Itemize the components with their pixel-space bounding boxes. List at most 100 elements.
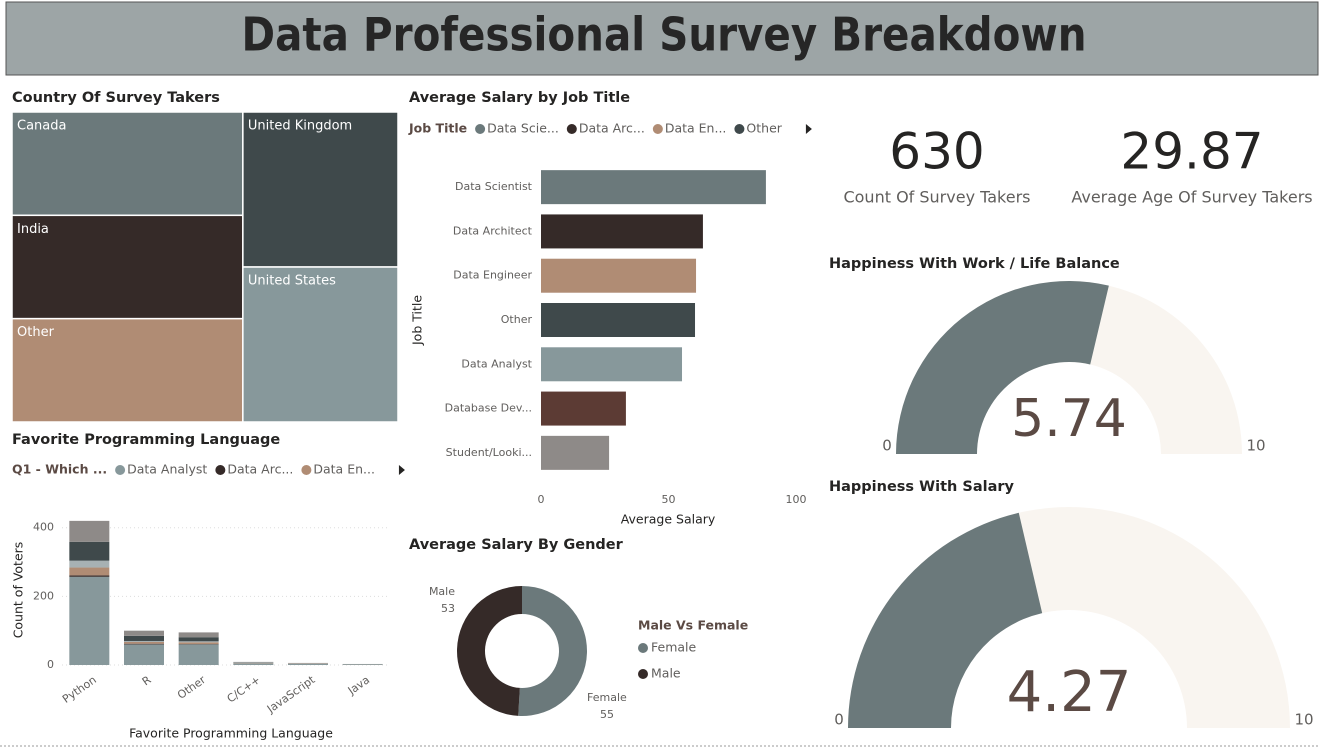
legend-marker [734,124,745,134]
x-axis-title: Average Salary [621,512,716,527]
y-tick-label: Other [501,313,533,326]
chart-title: Favorite Programming Language [12,432,280,448]
kpi-value: 630 [889,123,984,181]
legend-label: Data Scie... [487,121,559,136]
chart-title: Happiness With Salary [829,479,1015,495]
chart-title: Happiness With Work / Life Balance [829,256,1120,272]
y-axis-title: Job Title [410,295,425,346]
y-tick-label: 0 [47,658,54,671]
treemap-tile [242,111,399,268]
x-tick-label: R [140,673,154,688]
slice-category: Female [587,691,627,704]
gauge-value [848,512,1043,728]
legend-label: Other [746,121,782,136]
legend-marker [475,124,486,134]
chart-title: Average Salary By Gender [409,537,624,553]
legend-marker [566,124,577,134]
bar [541,170,766,205]
x-tick-label: 100 [786,493,807,506]
bar-segment [178,632,219,638]
slice-value: 53 [441,602,455,615]
bar-segment [124,640,164,643]
bar-segment [124,630,164,636]
kpi-label: Count Of Survey Takers [843,188,1030,207]
bar [541,303,696,337]
bar [541,435,610,470]
bar [541,214,703,249]
bar-segment [178,642,219,645]
legend-label: Data Arc... [227,462,293,477]
donut-slice [518,586,587,716]
y-tick-label: Data Engineer [453,269,532,282]
bar [541,258,697,293]
legend-title: Male Vs Female [638,618,748,633]
legend-title: Q1 - Which ... [12,462,107,477]
legend-scroll[interactable] [398,465,405,475]
gauge-min: 0 [882,437,892,455]
tile-label: United States [248,274,336,289]
x-tick-label: JavaScript [264,673,318,716]
bar-segment [69,520,110,542]
gauge-value [896,281,1109,454]
legend-scroll[interactable] [805,124,812,134]
legend-label: Data Arc... [579,121,645,136]
legend-label: Data Analyst [127,462,207,477]
legend-title: Job Title [408,121,467,136]
chart-title: Average Salary by Job Title [409,90,630,106]
bar-segment [233,663,274,665]
bar-segment [69,567,110,576]
kpi-label: Average Age Of Survey Takers [1071,188,1312,207]
bar-segment [69,575,110,577]
bar-segment [178,637,219,642]
slice-value: 55 [600,708,614,721]
y-tick-label: Database Dev... [445,402,532,415]
kpi-value: 29.87 [1120,123,1263,181]
bar-segment [288,663,328,665]
tile-label: Other [17,325,55,340]
legend-marker [638,669,648,679]
y-tick-label: Data Scientist [455,180,533,193]
gauge-label: 5.74 [1011,389,1127,449]
y-axis-title: Count of Voters [11,542,26,639]
legend-marker [652,124,663,134]
gauge-min: 0 [834,711,844,729]
chart-title: Country Of Survey Takers [12,90,220,106]
bar [541,347,683,382]
x-tick-label: 0 [538,493,545,506]
bar-segment [124,635,164,641]
legend-marker [638,643,648,653]
legend-marker [301,465,312,475]
x-tick-label: Python [60,673,99,706]
bar-segment [69,541,110,561]
bar-segment [342,664,383,665]
legend-label: Male [651,666,681,681]
bar-segment [69,576,110,665]
title-bar [5,1,1319,76]
bar-segment [69,560,110,568]
treemap-tile [11,111,244,217]
slice-category: Male [429,585,455,598]
y-tick-label: Student/Looki... [446,446,532,459]
x-axis-title: Favorite Programming Language [129,726,333,741]
y-tick-label: Data Analyst [461,357,532,370]
gauge-label: 4.27 [1007,660,1132,725]
legend-marker [115,465,126,475]
bar-segment [178,644,219,665]
legend-marker [215,465,226,475]
x-tick-label: Other [175,673,208,702]
bar [541,391,626,426]
legend-label: Female [651,640,697,655]
legend-label: Data En... [313,462,375,477]
tile-label: Canada [17,119,66,134]
bar-segment [124,643,164,645]
bar-segment [124,642,164,644]
page-title: Data Professional Survey Breakdown [242,8,1087,62]
donut-slice [456,586,522,716]
treemap-tile [242,266,399,423]
y-tick-label: 200 [33,589,54,602]
gauge-max: 10 [1294,711,1313,729]
legend-label: Data En... [665,121,727,136]
bar-segment [124,644,164,665]
tile-label: United Kingdom [248,119,352,134]
